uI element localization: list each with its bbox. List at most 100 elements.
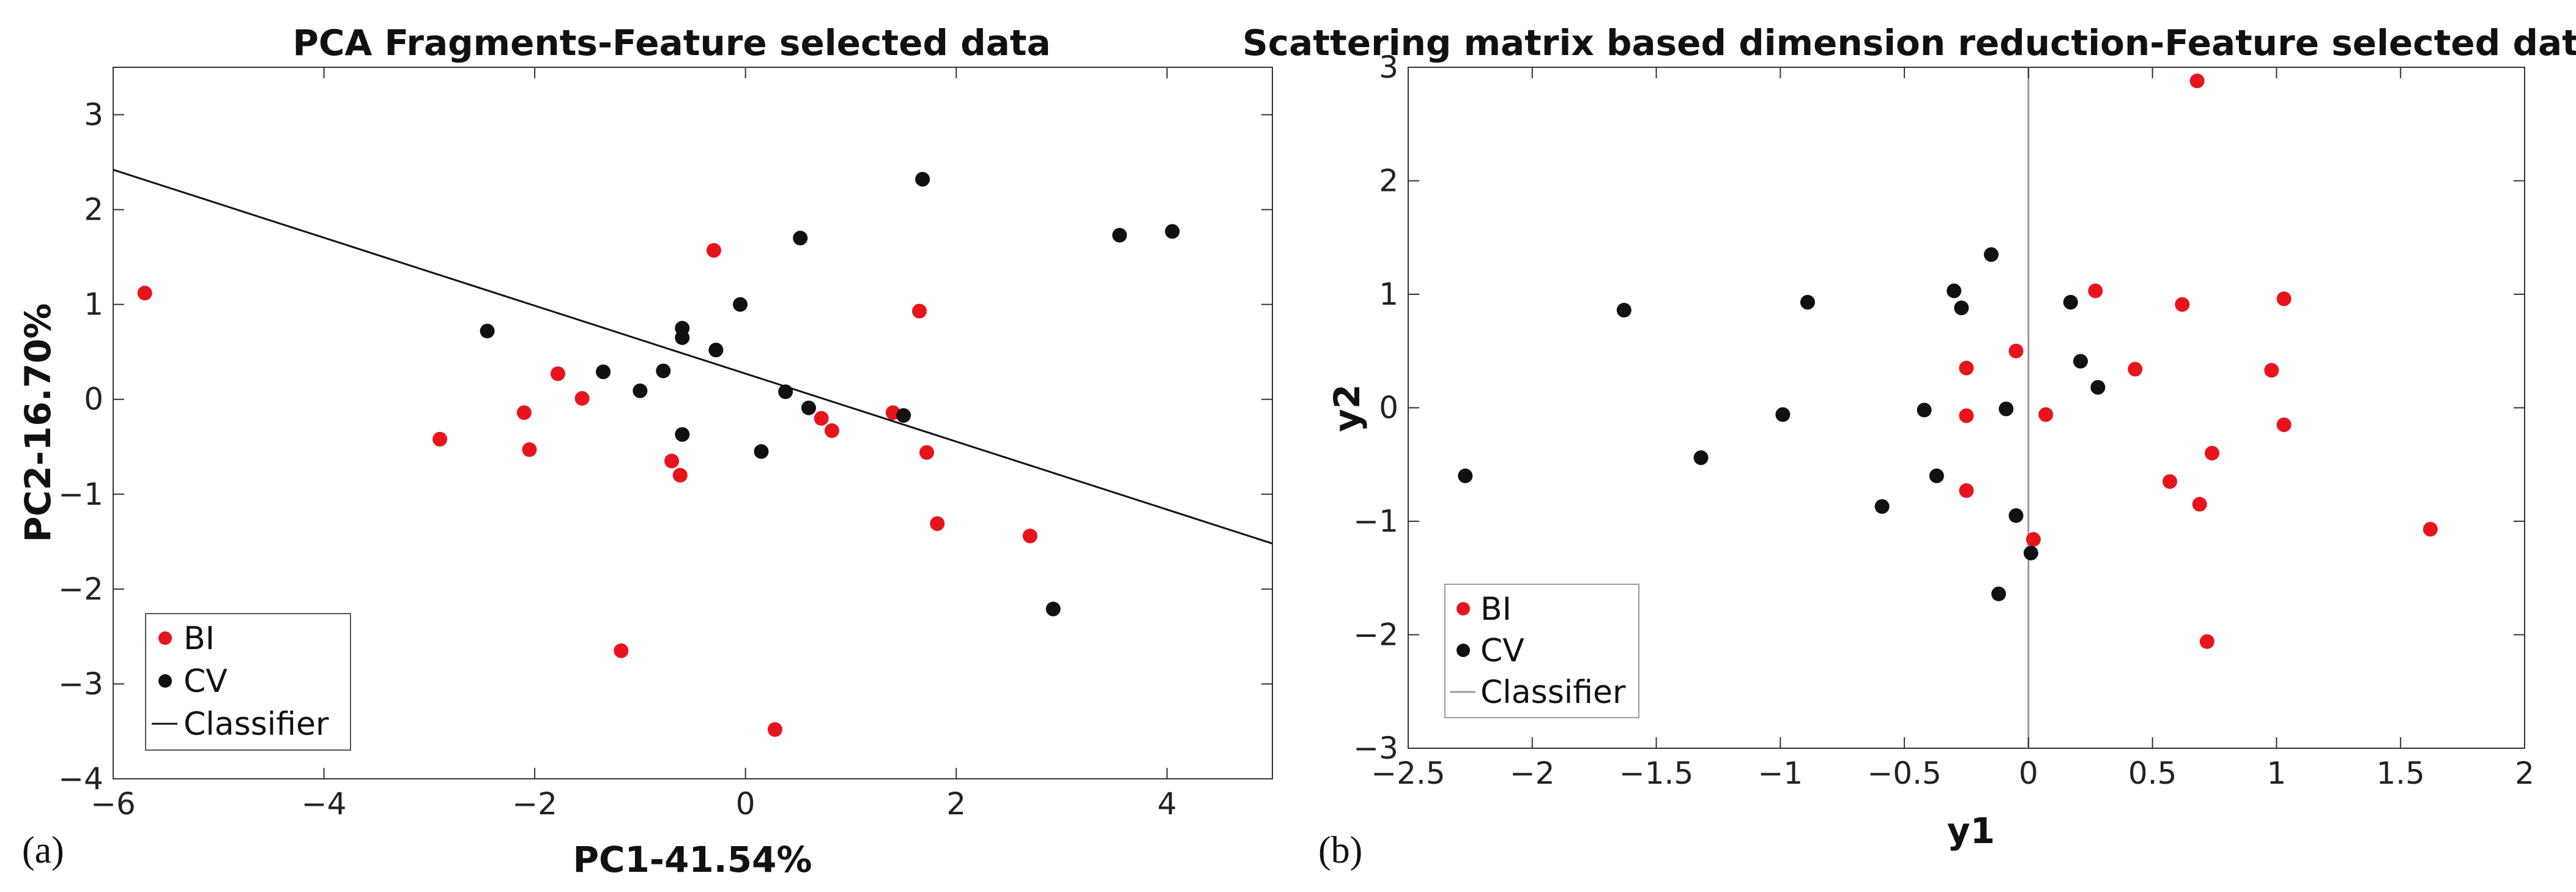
chart-a-point-cv — [733, 297, 748, 312]
chart-b-xlabel: y1 — [1947, 810, 1995, 852]
chart-a-point-cv — [633, 383, 648, 398]
chart-a-xlabel: PC1-41.54% — [573, 839, 812, 880]
chart-a-ylabel: PC2-16.70% — [17, 303, 59, 542]
chart-b-xtick-label: −2.5 — [1371, 756, 1445, 791]
chart-a-xtick-label: 2 — [946, 786, 966, 822]
chart-a-point-cv — [1165, 224, 1180, 239]
chart-b-point-cv — [1917, 403, 1932, 418]
chart-b-point-cv — [2090, 380, 2106, 395]
chart-b-point-cv — [1991, 586, 2006, 601]
chart-a-point-cv — [915, 171, 930, 187]
chart-a-point-bi — [664, 453, 680, 469]
chart-b-xtick-label: −2 — [1510, 756, 1555, 791]
chart-b-point-bi — [2422, 521, 2438, 537]
legend-a-cv-label: CV — [184, 663, 228, 700]
chart-b-point-cv — [1458, 468, 1473, 483]
chart-b-point-cv — [1874, 499, 1890, 514]
chart-b-xtick-label: 0 — [2019, 756, 2038, 791]
chart-a-ytick-label: −1 — [58, 477, 103, 512]
chart-b-point-bi — [2026, 532, 2041, 547]
chart-b-point-cv — [1954, 300, 1969, 316]
chart-a-xtick-label: 4 — [1157, 786, 1177, 822]
chart-b-point-cv — [1775, 407, 1791, 422]
chart-b: Scattering matrix based dimension reduct… — [1242, 22, 2576, 871]
chart-a-xtick-label: −4 — [302, 786, 347, 822]
chart-a-ytick-label: −2 — [58, 571, 103, 607]
chart-a-xtick-label: −2 — [512, 786, 557, 822]
legend-a-classifier-label: Classifier — [184, 706, 329, 743]
chart-a-point-bi — [550, 366, 565, 381]
chart-b-point-bi — [2276, 291, 2292, 307]
chart-b-point-cv — [1984, 247, 1999, 262]
chart-b-point-bi — [2276, 417, 2292, 433]
chart-a-point-bi — [824, 423, 839, 438]
chart-a-point-bi — [930, 516, 945, 531]
chart-a-point-bi — [706, 243, 721, 258]
chart-b-point-bi — [2205, 445, 2219, 461]
chart-b-xtick-label: 2 — [2515, 756, 2534, 791]
chart-a-point-cv — [1112, 228, 1127, 243]
chart-b-xtick-label: 1.5 — [2376, 756, 2425, 791]
chart-a-point-bi — [574, 391, 590, 406]
chart-b-point-bi — [2175, 297, 2190, 312]
chart-b-point-bi — [2128, 362, 2143, 377]
chart-a-point-bi — [137, 286, 152, 301]
chart-a-title: PCA Fragments-Feature selected data — [292, 22, 1050, 64]
chart-a-xtick-label: −6 — [91, 786, 136, 822]
chart-a: PCA Fragments-Feature selected data −6 −4… — [17, 22, 1273, 880]
chart-b-point-cv — [2008, 508, 2024, 523]
legend-a-cv-marker — [158, 674, 172, 688]
chart-b-point-cv — [1800, 294, 1815, 310]
chart-b-xtick-label: 1 — [2267, 756, 2287, 791]
chart-a-point-bi — [672, 467, 688, 483]
legend-b-cv-label: CV — [1480, 633, 1524, 669]
chart-b-ytick-label: −2 — [1353, 617, 1398, 653]
chart-a-point-bi — [911, 303, 927, 319]
chart-b-ytick-label: 0 — [1379, 390, 1398, 426]
chart-a-point-bi — [919, 445, 934, 460]
chart-a-xtick-label: 0 — [736, 786, 755, 822]
legend-b-bi-label: BI — [1480, 591, 1512, 628]
chart-a-ytick-label: 1 — [84, 287, 103, 322]
chart-b-point-bi — [1959, 483, 1974, 498]
chart-a-point-cv — [778, 384, 793, 400]
chart-b-point-bi — [1959, 408, 1974, 423]
chart-a-point-cv — [675, 330, 690, 345]
chart-b-xtick-label: −1 — [1758, 756, 1803, 791]
legend-b-bi-marker — [1457, 602, 1470, 615]
chart-b-xtick-label: −1.5 — [1619, 756, 1693, 791]
chart-b-ytick-label: 3 — [1379, 50, 1398, 85]
chart-a-ytick-label: 2 — [84, 192, 103, 228]
chart-b-legend: BI CV Classifier — [1444, 584, 1639, 718]
chart-a-ytick-label: 0 — [84, 382, 103, 417]
chart-a-point-cv — [754, 444, 769, 459]
chart-b-ytick-label: 2 — [1379, 163, 1398, 199]
chart-b-point-cv — [1947, 283, 1962, 299]
chart-b-ylabel: y2 — [1326, 384, 1368, 432]
chart-b-ytick-label: −1 — [1353, 504, 1398, 539]
chart-a-point-bi — [814, 411, 829, 426]
chart-a-point-cv — [656, 363, 671, 379]
legend-a-bi-label: BI — [184, 620, 215, 657]
chart-a-point-bi — [522, 442, 537, 457]
chart-b-point-cv — [1616, 302, 1631, 318]
chart-b-xtick-label: 0.5 — [2128, 756, 2177, 791]
chart-b-point-bi — [2264, 363, 2279, 378]
chart-a-point-bi — [767, 722, 782, 737]
chart-a-ytick-label: 3 — [84, 97, 103, 133]
chart-b-point-cv — [1693, 450, 1709, 466]
chart-a-point-cv — [801, 400, 816, 415]
chart-a-legend: BI CV Classifier — [145, 613, 351, 751]
chart-a-point-cv — [1045, 601, 1061, 617]
chart-a-point-bi — [516, 405, 532, 420]
chart-b-panel-label: (b) — [1318, 830, 1362, 871]
chart-b-point-bi — [1959, 360, 1974, 376]
chart-a-classifier-line — [113, 169, 1273, 544]
chart-a-point-cv — [596, 364, 611, 379]
chart-b-point-bi — [2199, 634, 2214, 649]
chart-a-point-bi — [432, 431, 448, 447]
chart-a-point-bi — [1022, 529, 1037, 544]
chart-b-xtick-label: −0.5 — [1867, 756, 1941, 791]
chart-a-point-cv — [675, 427, 690, 442]
chart-b-point-bi — [2162, 474, 2178, 489]
